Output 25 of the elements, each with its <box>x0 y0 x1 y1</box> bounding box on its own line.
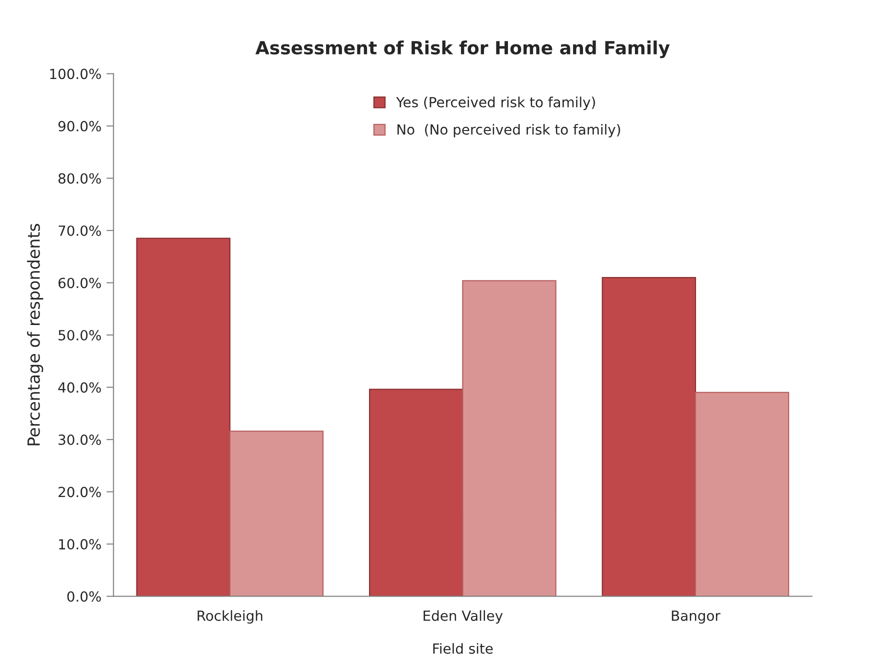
chart-title: Assessment of Risk for Home and Family <box>255 40 670 58</box>
x-tick-label: Bangor <box>672 610 720 624</box>
legend-label: Yes (Perceived risk to family) <box>396 96 595 110</box>
x-tick-label: Rockleigh <box>198 610 262 624</box>
bar <box>602 276 696 596</box>
y-tick-label: 30.0% <box>58 434 101 445</box>
y-tick-label: 80.0% <box>58 173 101 184</box>
y-tick-label: 20.0% <box>58 486 101 498</box>
x-axis-title: Field site <box>433 643 493 654</box>
y-axis-title: Percentage of respondents <box>27 224 44 446</box>
y-tick-label: 90.0% <box>58 120 101 132</box>
bar <box>229 430 324 596</box>
x-tick-label: Eden Valley <box>424 610 503 624</box>
bar <box>369 388 464 596</box>
y-tick-label: 70.0% <box>58 225 101 236</box>
bar <box>462 280 556 596</box>
y-tick-label: 0.0% <box>67 591 101 602</box>
y-tick-label: 100.0% <box>50 68 101 80</box>
y-tick-label: 40.0% <box>58 382 101 393</box>
bar <box>694 392 790 596</box>
bar <box>136 238 230 596</box>
y-tick-label: 10.0% <box>59 539 101 550</box>
y-tick-label: 60.0% <box>58 278 101 288</box>
y-tick-label: 50.0% <box>58 330 101 340</box>
legend-label: No (No perceived risk to family) <box>398 124 620 138</box>
